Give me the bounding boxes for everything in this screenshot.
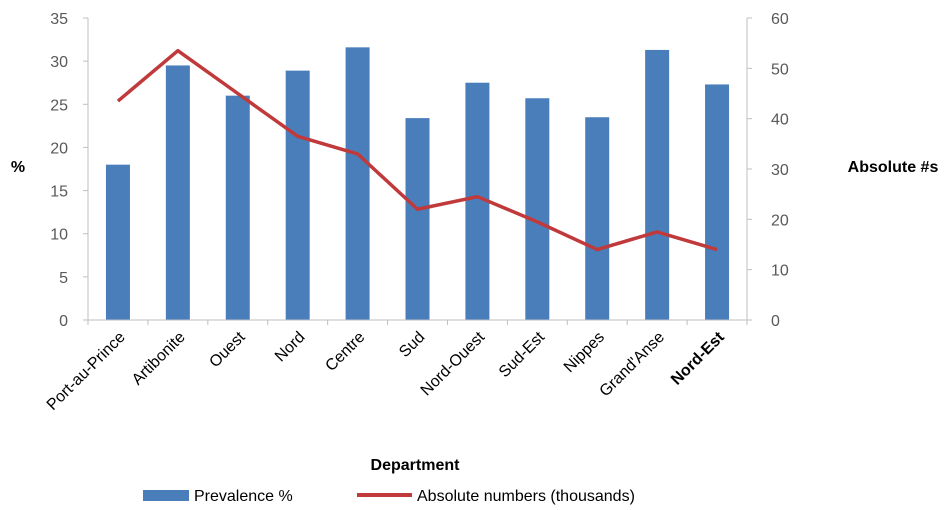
bar-prevalence — [285, 70, 310, 321]
x-tick-label: Nippes — [561, 329, 608, 376]
bar-prevalence — [345, 47, 370, 320]
x-tick-label: Nord-Est — [668, 328, 728, 388]
y-right-tick-label: 40 — [771, 112, 789, 129]
y-right-tick-label: 50 — [771, 61, 789, 78]
x-tick-label: Artibonite — [129, 329, 189, 389]
bar-prevalence — [225, 95, 250, 321]
y-right-tick-label: 0 — [771, 313, 780, 330]
bar-prevalence — [585, 117, 610, 320]
y-left-tick-label: 0 — [59, 313, 68, 330]
legend: Prevalence % Absolute numbers (thousands… — [143, 488, 635, 505]
bar-prevalence — [405, 118, 430, 320]
y-axis-title-right: Absolute #s — [848, 159, 939, 176]
bar-prevalence — [705, 84, 730, 320]
legend-swatch-absolute — [357, 493, 412, 497]
bar-prevalence — [105, 164, 130, 320]
x-tick-label: Centre — [322, 329, 368, 375]
y-left-tick-label: 10 — [50, 227, 68, 244]
x-tick-label: Grand'Anse — [597, 329, 668, 400]
bar-prevalence — [165, 65, 190, 320]
x-tick-label: Nord — [272, 329, 309, 366]
legend-label-prevalence: Prevalence % — [194, 488, 293, 505]
y-left-tick-label: 5 — [59, 270, 68, 287]
x-tick-label: Sud — [396, 329, 428, 361]
y-right-tick-label: 60 — [771, 11, 789, 28]
y-left-tick-label: 25 — [50, 97, 68, 114]
y-left-tick-label: 15 — [50, 184, 68, 201]
x-axis-title: Department — [371, 457, 461, 474]
y-right-tick-label: 30 — [771, 162, 789, 179]
x-tick-label: Nord-Ouest — [418, 328, 489, 399]
y-left-tick-label: 20 — [50, 140, 68, 157]
y-left-tick-label: 35 — [50, 11, 68, 28]
bar-prevalence — [645, 49, 670, 320]
x-tick-label: Sud-Est — [496, 328, 549, 381]
x-tick-label: Port-au-Prince — [44, 329, 129, 414]
legend-swatch-prevalence — [143, 490, 189, 501]
legend-label-absolute: Absolute numbers (thousands) — [417, 488, 635, 505]
bar-prevalence — [525, 98, 550, 320]
y-axis-title-left: % — [11, 159, 25, 176]
x-tick-label: Ouest — [206, 328, 249, 371]
y-right-tick-label: 10 — [771, 263, 789, 280]
y-left-tick-label: 30 — [50, 54, 68, 71]
y-right-tick-label: 20 — [771, 212, 789, 229]
